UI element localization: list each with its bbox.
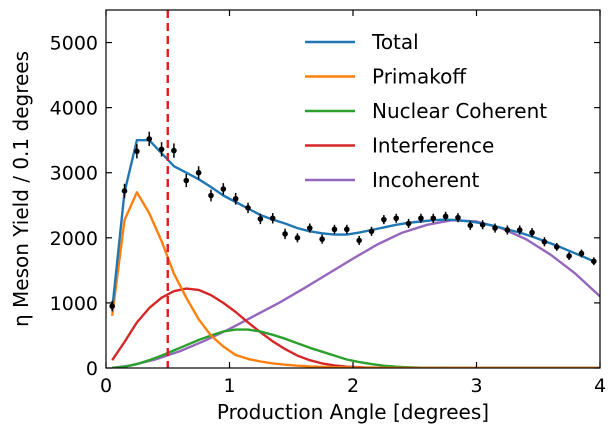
- x-tick-label: 3: [470, 375, 482, 397]
- legend-label-incoherent: Incoherent: [372, 168, 480, 192]
- legend: Total Primakoff Nuclear Coherent Interferen…: [305, 30, 547, 192]
- data-point: [455, 214, 461, 221]
- y-tick-label: 4000: [50, 98, 98, 120]
- x-axis-title: Production Angle [degrees]: [217, 400, 489, 424]
- data-point: [146, 136, 153, 142]
- data-point: [183, 177, 190, 184]
- data-point: [257, 216, 264, 222]
- legend-label-interference: Interference: [372, 134, 494, 158]
- x-tick-label: 1: [223, 375, 235, 397]
- data-point: [282, 231, 288, 237]
- series-line-interference: [111, 287, 600, 368]
- data-point: [479, 222, 486, 228]
- data-point: [356, 237, 362, 244]
- y-tick-label: 5000: [50, 33, 98, 55]
- data-point: [553, 244, 560, 250]
- data-point: [393, 215, 400, 222]
- data-point: [467, 222, 474, 229]
- legend-label-nuclear-coherent: Nuclear Coherent: [372, 99, 547, 123]
- data-point: [418, 215, 424, 222]
- data-point: [541, 238, 548, 245]
- plot-area: [109, 10, 600, 368]
- data-point: [220, 186, 227, 192]
- y-tick-label: 0: [86, 358, 98, 380]
- data-point: [171, 147, 177, 154]
- data-point: [232, 195, 239, 202]
- data-point: [591, 258, 597, 265]
- x-tick-label: 2: [347, 375, 359, 397]
- data-point: [529, 229, 535, 236]
- data-point: [195, 169, 202, 176]
- data-point: [134, 148, 140, 155]
- data-point: [269, 215, 276, 222]
- y-tick-label: 2000: [50, 228, 98, 250]
- data-point: [516, 227, 523, 233]
- legend-label-primakoff: Primakoff: [372, 65, 467, 89]
- data-point: [331, 226, 338, 233]
- series-line-total: [111, 138, 595, 310]
- data-point: [208, 192, 214, 199]
- data-points: [109, 131, 597, 312]
- legend-label-total: Total: [371, 30, 419, 54]
- data-point: [306, 225, 313, 231]
- x-tick-label: 4: [594, 375, 606, 397]
- data-point: [368, 228, 375, 235]
- data-point: [344, 226, 350, 233]
- data-point: [430, 215, 437, 222]
- series-line-primakoff: [111, 191, 600, 368]
- data-point: [405, 220, 412, 227]
- data-point: [442, 213, 449, 220]
- data-point: [109, 303, 115, 309]
- data-point: [319, 236, 325, 242]
- data-point: [121, 188, 128, 194]
- data-point: [294, 235, 301, 241]
- axes: 0 1 2 3 4 0 1000 2000 3000 4000 5000: [50, 9, 606, 397]
- data-point: [245, 205, 251, 211]
- y-tick-label: 1000: [50, 293, 98, 315]
- series-line-incoherent: [112, 218, 600, 368]
- data-point: [566, 253, 572, 259]
- plot-clip-group: [109, 10, 600, 368]
- y-tick-label: 3000: [50, 163, 98, 185]
- data-point: [381, 216, 387, 223]
- data-point: [158, 146, 165, 153]
- y-axis-title: η Meson Yield / 0.1 degrees: [9, 51, 33, 327]
- data-point: [578, 250, 585, 257]
- data-point: [504, 227, 511, 233]
- data-point: [492, 225, 498, 231]
- plot-frame: [105, 9, 601, 369]
- x-tick-label: 0: [100, 375, 112, 397]
